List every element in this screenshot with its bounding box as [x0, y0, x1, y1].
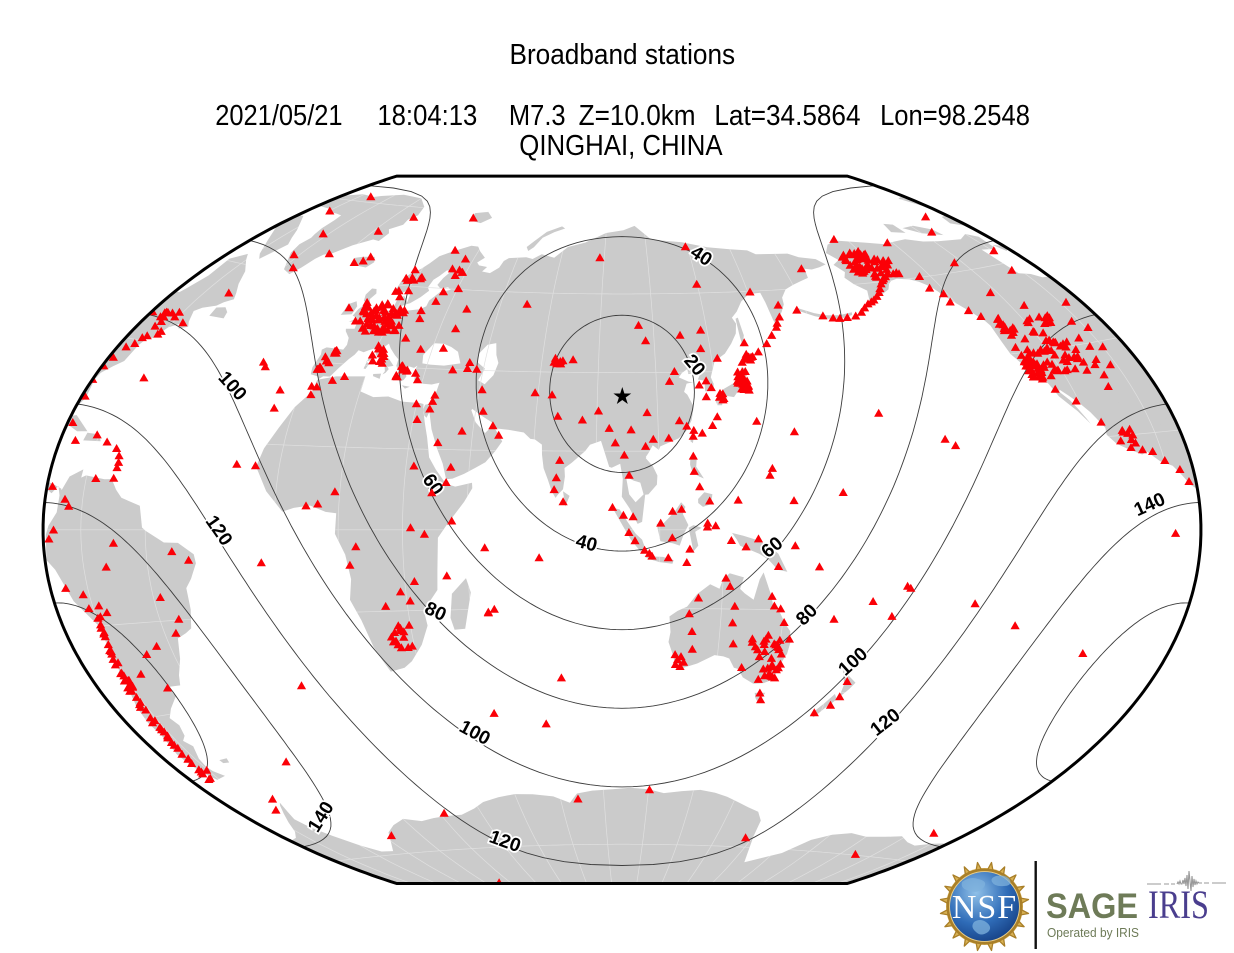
svg-text:QINGHAI, CHINA: QINGHAI, CHINA	[519, 130, 722, 162]
svg-text:18:04:13: 18:04:13	[377, 100, 477, 132]
svg-text:IRIS: IRIS	[1148, 882, 1209, 927]
svg-text:Operated by IRIS: Operated by IRIS	[1047, 925, 1139, 940]
svg-text:M7.3: M7.3	[509, 100, 566, 132]
svg-text:NSF: NSF	[952, 889, 1017, 926]
svg-text:2021/05/21: 2021/05/21	[215, 100, 342, 132]
svg-text:Z=10.0km: Z=10.0km	[579, 100, 696, 132]
svg-text:Lat=34.5864: Lat=34.5864	[714, 100, 860, 132]
svg-text:Lon=98.2548: Lon=98.2548	[880, 100, 1030, 132]
svg-text:Broadband stations: Broadband stations	[510, 39, 736, 71]
svg-text:SAGE: SAGE	[1046, 887, 1138, 926]
